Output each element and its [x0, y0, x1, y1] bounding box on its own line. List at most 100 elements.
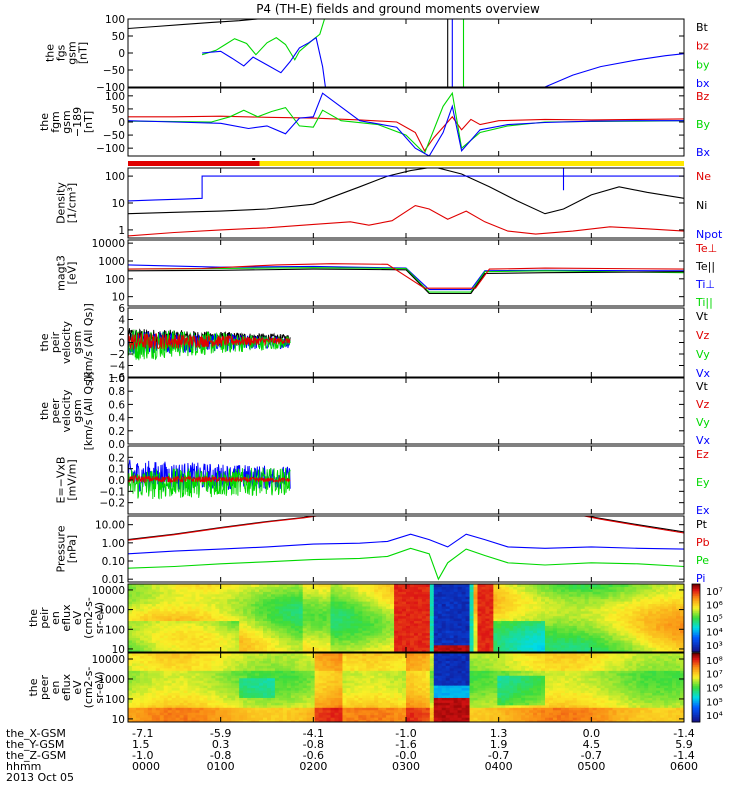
- y-tick-label: 1: [118, 225, 125, 237]
- y-tick-label: −50: [103, 65, 125, 77]
- mode-bar-fast: [259, 161, 684, 166]
- y-tick-label: −50: [103, 130, 125, 142]
- y-axis-label: [nT]: [77, 42, 90, 64]
- legend-entry-blue: Bx: [696, 146, 711, 159]
- plot-title: P4 (TH-E) fields and ground moments over…: [256, 2, 540, 16]
- y-tick-label: 0: [118, 48, 125, 60]
- legend-entry-green: by: [696, 58, 710, 71]
- series-line-blue: [128, 533, 684, 555]
- legend-entry-blue: Ti⊥: [695, 278, 715, 291]
- plot-date: 2013 Oct 05: [6, 771, 74, 784]
- colorbar-tick-label: 10⁴: [706, 628, 723, 639]
- colorbar-peir-spectrogram: 10⁷ 10⁶ 10⁵ 10⁴ 10³: [691, 583, 723, 653]
- y-tick-label: 0.0: [108, 475, 125, 487]
- legend-entry-black: Te||: [695, 260, 715, 273]
- noise-trace-red: [128, 333, 291, 350]
- y-tick-label: 50: [112, 104, 125, 116]
- y-axis-label: peir: [49, 331, 62, 353]
- ephemeris-value: -0.7: [488, 749, 509, 762]
- y-tick-label: 10.00: [95, 520, 125, 532]
- ephemeris-value: 1.3: [490, 727, 508, 740]
- series-line-green: [128, 91, 684, 155]
- series-line-red: [128, 115, 684, 152]
- y-tick-label: 4: [118, 315, 125, 327]
- y-axis-label: E=−VxB: [55, 457, 68, 504]
- series-line-green: [201, 19, 416, 61]
- colorbar-tick-label: 10⁵: [706, 697, 723, 708]
- y-axis-label: the: [44, 44, 57, 62]
- ephemeris-value: 1.5: [132, 738, 150, 751]
- y-tick-label: 0.0: [108, 439, 125, 451]
- ephemeris-value: 0300: [392, 760, 420, 773]
- y-axis-label: (cm2-s-: [82, 667, 95, 709]
- legend-entry-blue: Ex: [696, 504, 710, 517]
- y-tick-label: −100: [96, 82, 125, 94]
- y-tick-label: 0.6: [108, 399, 125, 411]
- series-line-green: [128, 267, 684, 293]
- mode-bar-marker: [252, 158, 256, 160]
- colorbar-tick-label: 10⁷: [706, 670, 723, 681]
- legend-entry-red: Ne: [696, 170, 711, 183]
- legend-entry-red: Vz: [696, 329, 710, 342]
- legend-entry-black: Bt: [696, 21, 709, 34]
- y-tick-label: −0.1: [100, 486, 126, 498]
- colorbar-tick-label: 10⁸: [706, 656, 723, 667]
- panel-temperature: 10000 1000 100 10 magt3[eV] Te⊥ Te|| Ti⊥ Ti||: [55, 238, 718, 309]
- y-tick-label: −6: [110, 372, 126, 384]
- y-tick-label: 0.10: [102, 556, 125, 568]
- y-tick-label: 100: [105, 694, 125, 706]
- y-axis-label: [nT]: [82, 111, 95, 133]
- ephemeris-value: 0.0: [583, 727, 601, 740]
- y-tick-label: 10000: [92, 654, 125, 666]
- y-tick-label: 1.00: [102, 538, 125, 550]
- noise-trace-green: [128, 329, 291, 361]
- series-line-blue: [128, 264, 684, 291]
- legend-entry-red: Ez: [696, 448, 709, 461]
- y-axis-label: peir: [38, 607, 51, 629]
- mode-bar-slow: [128, 161, 260, 166]
- y-tick-label: 50: [112, 31, 125, 43]
- series-line-blue: [562, 168, 684, 191]
- panel-peer-spectrogram: 10⁸ 10⁷ 10⁶ 10⁵ 10⁴ 10000 1000 100 10 thepeerenef…: [27, 652, 723, 726]
- ephemeris-value: 0000: [132, 760, 160, 773]
- y-tick-label: 0: [118, 338, 125, 350]
- ephemeris-value: -1.4: [673, 749, 694, 762]
- y-axis-label: [1/cm³]: [66, 183, 79, 223]
- ephemeris-value: 4.5: [583, 738, 601, 751]
- y-tick-label: −4: [110, 361, 126, 373]
- y-tick-label: 1000: [98, 674, 125, 686]
- ephemeris-value: -0.7: [581, 749, 602, 762]
- y-axis-label: peer: [49, 398, 62, 424]
- ephemeris-value: -1.0: [395, 727, 416, 740]
- y-tick-label: 100: [105, 624, 125, 636]
- legend-entry-red: Vz: [696, 398, 710, 411]
- y-tick-label: 1.0: [108, 373, 125, 385]
- y-axis-label: eV: [71, 680, 84, 695]
- y-axis-label: en: [49, 611, 62, 625]
- y-tick-label: 0.2: [108, 452, 125, 464]
- colorbar-tick-label: 10⁶: [706, 600, 723, 611]
- colorbar-tick-label: 10⁵: [706, 614, 723, 625]
- ephemeris-value: -0.8: [303, 738, 324, 751]
- legend-entry-red: Te⊥: [695, 242, 717, 255]
- ephemeris-value: 0100: [207, 760, 235, 773]
- y-tick-label: 100: [105, 91, 125, 103]
- legend-entry-green: Ti||: [695, 296, 713, 309]
- y-axis-label: [eV]: [66, 262, 79, 285]
- legend-entry-red: Bz: [696, 90, 710, 103]
- y-axis-label: eflux: [60, 673, 73, 701]
- y-axis-label: fgs: [55, 44, 68, 61]
- y-axis-label: [mV/m]: [66, 459, 79, 500]
- y-tick-label: 10: [112, 292, 125, 304]
- legend-entry-blue: Npot: [696, 228, 723, 241]
- series-line-red: [128, 263, 684, 289]
- y-tick-label: 0.1: [108, 464, 125, 476]
- ephemeris-value: 1.9: [490, 738, 508, 751]
- ephemeris-value: -0.8: [210, 749, 231, 762]
- ephemeris-value: 0600: [670, 760, 698, 773]
- ephemeris-value: -5.9: [210, 727, 231, 740]
- legend-entry-black: Pt: [696, 518, 708, 531]
- y-tick-label: 0.8: [108, 386, 125, 398]
